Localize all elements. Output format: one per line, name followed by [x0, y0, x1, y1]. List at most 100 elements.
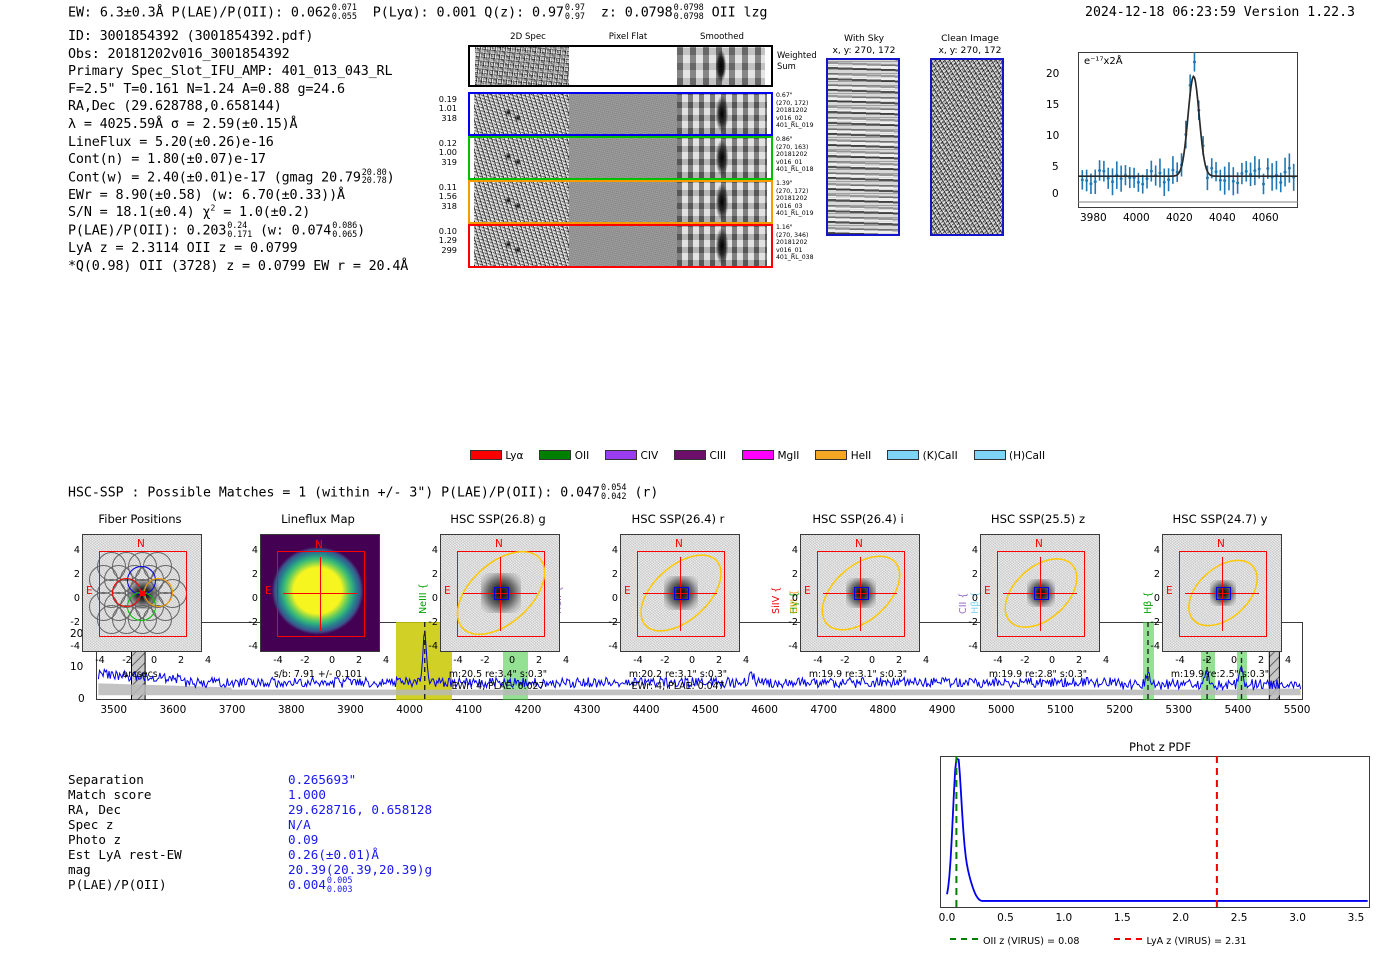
spectrum-legend-item-lyα: Lyα	[470, 450, 523, 462]
continuum-wide-line: Cont(w) = 2.40(±0.01)e-17 (gmag 20.79 20.…	[68, 167, 395, 187]
cutout-panel-3: HSC SSP(26.4) r N E 4 2 0 -2 -4 -4 -2 0 2 4 m:20.2 re…	[598, 512, 788, 727]
spectrum-xtick-3600: 3600	[159, 704, 187, 716]
east-label-0: E	[86, 585, 93, 597]
fwhm-throughput-line: F=2.5" T=0.161 N=1.24 A=0.88 g=24.6	[68, 81, 345, 97]
table-key-spec-z: Spec z	[68, 817, 114, 832]
cutout-3-xtick-1: -2	[660, 655, 670, 666]
phot-z-xtick-7: 3.5	[1347, 912, 1365, 924]
legend-label-0: Lyα	[505, 450, 524, 462]
table-key-mag: mag	[68, 862, 91, 877]
cutout-caption1-1: s/b: 7.91 +/- 0.101	[273, 669, 363, 680]
weighted-sum-panel	[468, 45, 773, 87]
clean-image-title: Clean Image x, y: 270, 172	[938, 33, 1002, 56]
cutout-1-ytick-1: 2	[251, 569, 258, 580]
phot-z-legend-label-1: LyA z (VIRUS) = 2.31	[1146, 936, 1247, 947]
ifu-box-2	[457, 551, 545, 637]
cutout-4-xtick-2: 0	[868, 655, 876, 666]
legend-label-3: CIII	[709, 450, 727, 462]
line-fit-xtick-4060: 4060	[1252, 212, 1279, 224]
spec2d-panel-group: 2D Spec Pixel Flat Smoothed Weighted Sum …	[425, 32, 817, 268]
phot-z-legend-item-1: LyA z (VIRUS) = 2.31	[1113, 936, 1247, 947]
cutout-title-4: HSC SSP(26.4) i	[812, 512, 904, 526]
kron-ellipse-3	[640, 554, 722, 632]
cutout-0-ytick-3: -2	[70, 617, 80, 628]
cutout-5-ytick-0: 4	[971, 545, 978, 556]
cutout-2-xtick-2: 0	[508, 655, 516, 666]
spectrum-xtick-4800: 4800	[869, 704, 897, 716]
table-key-photo-z: Photo z	[68, 832, 122, 847]
id-line: ID: 3001854392 (3001854392.pdf)	[68, 29, 314, 44]
cutout-2-ytick-3: -2	[428, 617, 438, 628]
table-val-est-lya-ew: 0.26(±0.01)Å	[288, 847, 379, 862]
cutout-4-ytick-1: 2	[791, 569, 798, 580]
legend-label-2: CIV	[640, 450, 659, 462]
cutout-0-xtick-4: 4	[204, 655, 212, 666]
column-title-pixelflat: Pixel Flat	[608, 32, 648, 42]
east-label-5: E	[984, 585, 991, 597]
cutout-3-xtick-0: -4	[633, 655, 643, 666]
cutout-0-xtick-1: -2	[122, 655, 132, 666]
legend-swatch-4	[742, 450, 775, 460]
redshift-line: LyA z = 2.3114 OII z = 0.0799	[68, 241, 298, 257]
cutout-panel-1: Lineflux Map N E 4 2 0 -2 -4 -4 -2 0 2 4 s/b: 7.91 +/…	[238, 512, 428, 727]
gmag-bounds: 20.80 20.78	[361, 167, 387, 187]
cutout-caption1-6: m:19.9 re:2.5" s:0.3"	[1170, 669, 1270, 680]
cutout-panel-4: HSC SSP(26.4) i N E 4 2 0 -2 -4 -4 -2 0 2 4 m:19.9 re…	[778, 512, 968, 727]
cutout-1-xtick-0: -4	[273, 655, 283, 666]
spectrum-xtick-5400: 5400	[1224, 704, 1252, 716]
legend-swatch-7	[973, 450, 1006, 460]
cutout-4-xtick-3: 2	[895, 655, 903, 666]
primary-spec-slot-line: Primary Spec_Slot_IFU_AMP: 401_013_043_R…	[68, 64, 393, 80]
east-label-6: E	[1166, 585, 1173, 597]
detection-box-3	[674, 587, 689, 600]
phot-z-svg	[946, 756, 1368, 908]
cutout-caption1-4: m:19.9 re:3.1" s:0.3"	[808, 669, 908, 680]
cutout-0-xtick-2: 0	[150, 655, 158, 666]
table-val-mag: 20.39(20.39,20.39)g	[288, 862, 433, 877]
ifu-box-3	[637, 551, 725, 637]
spectrum-legend-item-oii: OII	[539, 450, 589, 462]
spectrum-ytick-0: 0	[78, 693, 85, 705]
cutout-5-ytick-4: -4	[968, 641, 978, 652]
phot-z-legend: OII z (VIRUS) = 0.08 LyA z (VIRUS) = 2.31	[950, 936, 1281, 947]
cutout-title-2: HSC SSP(26.8) g	[450, 512, 546, 526]
spectrum-xtick-5500: 5500	[1283, 704, 1311, 716]
ifu-box-0	[99, 551, 187, 637]
phot-z-legend-dash-1	[1113, 938, 1142, 940]
table-key-est-lya-ew: Est LyA rest-EW	[68, 847, 182, 862]
obs-line: Obs: 20181202v016_3001854392	[68, 46, 290, 62]
cutout-6-xtick-0: -4	[1175, 655, 1185, 666]
spectrum-legend-item-civ: CIV	[605, 450, 658, 462]
spectrum-xtick-4600: 4600	[751, 704, 778, 716]
cutout-0-xtick-0: -4	[95, 655, 105, 666]
phot-z-pdf-title: Phot z PDF	[1128, 740, 1192, 754]
z-bounds: 0.0798 0.0798	[673, 3, 704, 22]
phot-z-legend-item-0: OII z (VIRUS) = 0.08	[950, 936, 1080, 947]
table-plae-bounds: 0.005 0.003	[326, 876, 353, 895]
spectrum-xtick-5100: 5100	[1047, 704, 1074, 716]
radec-line: RA,Dec (29.628788,0.658144)	[68, 99, 282, 115]
legend-label-6: (K)CaII	[922, 450, 958, 462]
legend-label-1: OII	[574, 450, 590, 462]
cutout-6-ytick-4: -4	[1150, 641, 1160, 652]
cutout-5-xtick-2: 0	[1048, 655, 1056, 666]
legend-label-4: MgII	[777, 450, 800, 462]
cutout-0-xtick-3: 2	[177, 655, 185, 666]
weighted-sum-label: Weighted Sum	[777, 50, 817, 71]
clean-image-stamp	[930, 58, 1004, 236]
cutout-0-ytick-4: -4	[70, 641, 80, 652]
spectrum-xtick-4300: 4300	[573, 704, 601, 716]
fiber-row-left-labels-1: 0.19 1.01 318	[438, 94, 457, 123]
hsc-plae-bounds: 0.054 0.042	[600, 483, 627, 502]
fiber-row-panel-3	[468, 180, 773, 224]
table-key-radec: RA, Dec	[68, 802, 122, 817]
spectrum-xtick-4900: 4900	[928, 704, 956, 716]
cutout-title-1: Lineflux Map	[281, 512, 355, 526]
north-label-2: N	[495, 538, 503, 550]
cutout-2-xtick-1: -2	[480, 655, 490, 666]
cutout-1-ytick-2: 0	[251, 593, 258, 604]
cutout-title-0: Fiber Positions	[98, 512, 182, 526]
